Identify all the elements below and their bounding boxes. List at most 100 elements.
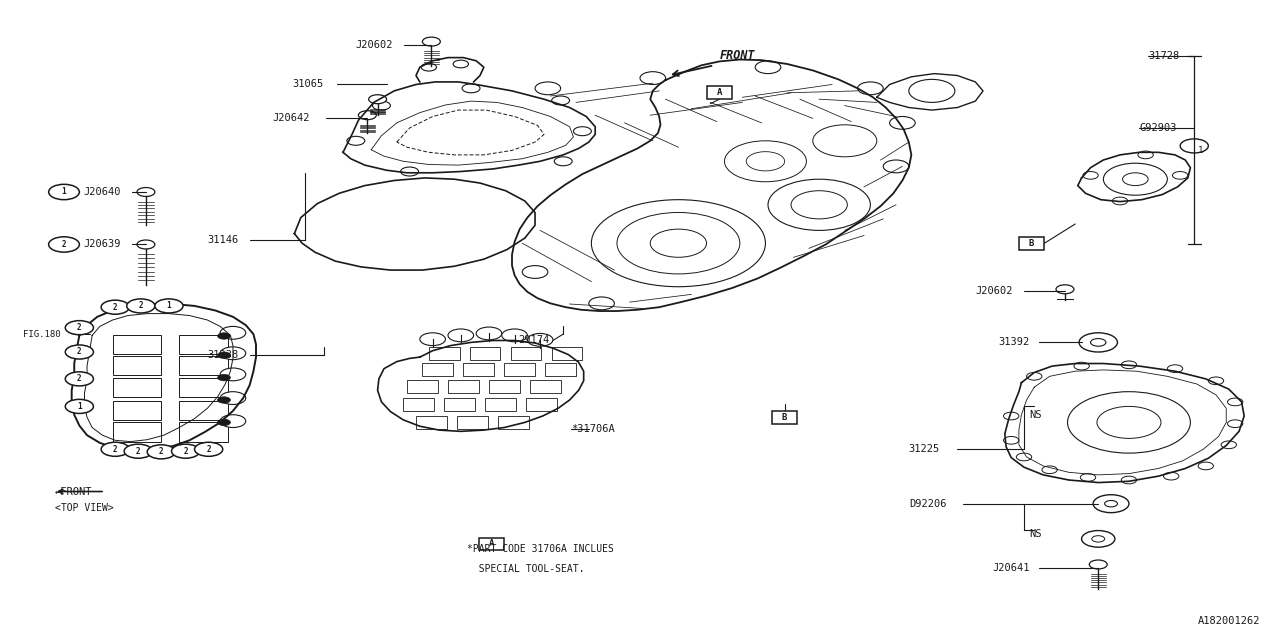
Text: J20602: J20602 — [975, 286, 1012, 296]
Text: 2: 2 — [77, 374, 82, 383]
Circle shape — [1074, 362, 1089, 370]
Text: A: A — [489, 540, 494, 548]
Circle shape — [218, 419, 230, 426]
Text: 1: 1 — [1198, 146, 1203, 155]
Circle shape — [527, 333, 553, 346]
Bar — [448, 380, 479, 393]
Text: 2: 2 — [61, 240, 67, 249]
Text: J20602: J20602 — [356, 40, 393, 51]
Circle shape — [1080, 474, 1096, 481]
Circle shape — [1208, 377, 1224, 385]
Text: 2: 2 — [138, 301, 143, 310]
Circle shape — [220, 326, 246, 339]
Bar — [463, 363, 494, 376]
Text: A: A — [717, 88, 722, 97]
Circle shape — [554, 157, 572, 166]
Circle shape — [640, 72, 666, 84]
Text: 2: 2 — [77, 323, 82, 332]
Circle shape — [858, 82, 883, 95]
Bar — [113, 401, 161, 420]
Text: J20642: J20642 — [273, 113, 310, 123]
Circle shape — [372, 101, 390, 110]
Text: FRONT: FRONT — [719, 49, 755, 62]
Text: 31392: 31392 — [998, 337, 1029, 348]
Circle shape — [462, 84, 480, 93]
Circle shape — [522, 266, 548, 278]
Circle shape — [220, 368, 246, 381]
Circle shape — [172, 444, 200, 458]
Circle shape — [1180, 139, 1208, 153]
Circle shape — [589, 297, 614, 310]
Bar — [504, 363, 535, 376]
Circle shape — [535, 82, 561, 95]
Bar — [526, 398, 557, 411]
Text: 2: 2 — [113, 445, 118, 454]
Circle shape — [358, 111, 376, 120]
Text: SPECIAL TOOL-SEAT.: SPECIAL TOOL-SEAT. — [467, 564, 585, 575]
Circle shape — [573, 127, 591, 136]
Circle shape — [1228, 420, 1243, 428]
Bar — [511, 347, 541, 360]
Circle shape — [1004, 436, 1019, 444]
Circle shape — [1079, 333, 1117, 352]
Circle shape — [1004, 412, 1019, 420]
Bar — [489, 380, 520, 393]
Bar — [113, 356, 161, 375]
Text: <TOP VIEW>: <TOP VIEW> — [55, 502, 114, 513]
Bar — [113, 378, 161, 397]
Circle shape — [49, 184, 79, 200]
Text: NS: NS — [1029, 410, 1042, 420]
Text: 29174: 29174 — [518, 335, 549, 346]
Text: A182001262: A182001262 — [1198, 616, 1261, 626]
Circle shape — [420, 333, 445, 346]
Text: 31728: 31728 — [1148, 51, 1179, 61]
Circle shape — [1089, 560, 1107, 569]
Circle shape — [65, 372, 93, 386]
Bar — [113, 422, 161, 442]
Circle shape — [155, 299, 183, 313]
Text: 31065: 31065 — [292, 79, 323, 90]
Circle shape — [1027, 372, 1042, 380]
Text: 1: 1 — [61, 188, 67, 196]
Circle shape — [1093, 495, 1129, 513]
FancyBboxPatch shape — [479, 538, 504, 550]
Circle shape — [218, 333, 230, 339]
Text: NS: NS — [1029, 529, 1042, 540]
Text: J20639: J20639 — [83, 239, 120, 250]
Bar — [470, 347, 500, 360]
Circle shape — [755, 61, 781, 74]
Text: 31146: 31146 — [207, 235, 238, 245]
Text: J20641: J20641 — [992, 563, 1029, 573]
Circle shape — [453, 60, 468, 68]
Text: G92903: G92903 — [1139, 123, 1176, 133]
Circle shape — [552, 96, 570, 105]
Bar — [407, 380, 438, 393]
Circle shape — [1121, 361, 1137, 369]
Bar — [179, 335, 228, 354]
Text: 1: 1 — [77, 402, 82, 411]
Text: D92206: D92206 — [909, 499, 946, 509]
Bar — [530, 380, 561, 393]
Circle shape — [127, 299, 155, 313]
Circle shape — [1167, 365, 1183, 372]
Circle shape — [1083, 172, 1098, 179]
Text: 2: 2 — [136, 447, 141, 456]
Circle shape — [137, 188, 155, 196]
Circle shape — [1172, 172, 1188, 179]
Circle shape — [1112, 197, 1128, 205]
Text: J20640: J20640 — [83, 187, 120, 197]
Bar — [179, 401, 228, 420]
Bar — [113, 335, 161, 354]
Circle shape — [101, 442, 129, 456]
Text: FIG.180: FIG.180 — [23, 330, 60, 339]
Circle shape — [218, 352, 230, 358]
Text: ←FRONT: ←FRONT — [55, 486, 92, 497]
Circle shape — [1056, 285, 1074, 294]
Bar — [403, 398, 434, 411]
Circle shape — [1138, 151, 1153, 159]
Circle shape — [49, 237, 79, 252]
Circle shape — [1082, 531, 1115, 547]
Bar — [416, 416, 447, 429]
Circle shape — [220, 392, 246, 404]
Circle shape — [1042, 466, 1057, 474]
